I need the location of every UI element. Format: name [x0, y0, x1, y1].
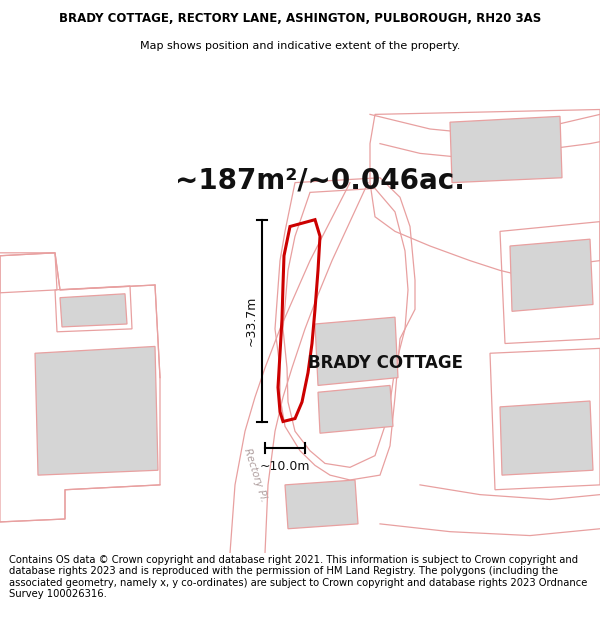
Polygon shape	[35, 346, 158, 475]
Polygon shape	[315, 317, 398, 386]
Polygon shape	[285, 480, 358, 529]
Polygon shape	[500, 401, 593, 475]
Polygon shape	[510, 239, 593, 311]
Text: BRADY COTTAGE, RECTORY LANE, ASHINGTON, PULBOROUGH, RH20 3AS: BRADY COTTAGE, RECTORY LANE, ASHINGTON, …	[59, 12, 541, 25]
Text: ~187m²/~0.046ac.: ~187m²/~0.046ac.	[175, 167, 465, 194]
Polygon shape	[450, 116, 562, 182]
Text: BRADY COTTAGE: BRADY COTTAGE	[308, 354, 463, 372]
Text: Rectory Pl.: Rectory Pl.	[242, 447, 268, 503]
Text: Map shows position and indicative extent of the property.: Map shows position and indicative extent…	[140, 41, 460, 51]
Text: Contains OS data © Crown copyright and database right 2021. This information is : Contains OS data © Crown copyright and d…	[9, 554, 587, 599]
Text: ~10.0m: ~10.0m	[260, 459, 310, 472]
Polygon shape	[60, 294, 127, 327]
Polygon shape	[318, 386, 393, 433]
Text: ~33.7m: ~33.7m	[245, 296, 258, 346]
